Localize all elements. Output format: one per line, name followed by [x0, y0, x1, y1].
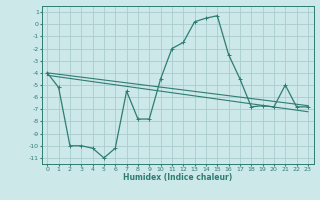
X-axis label: Humidex (Indice chaleur): Humidex (Indice chaleur)	[123, 173, 232, 182]
